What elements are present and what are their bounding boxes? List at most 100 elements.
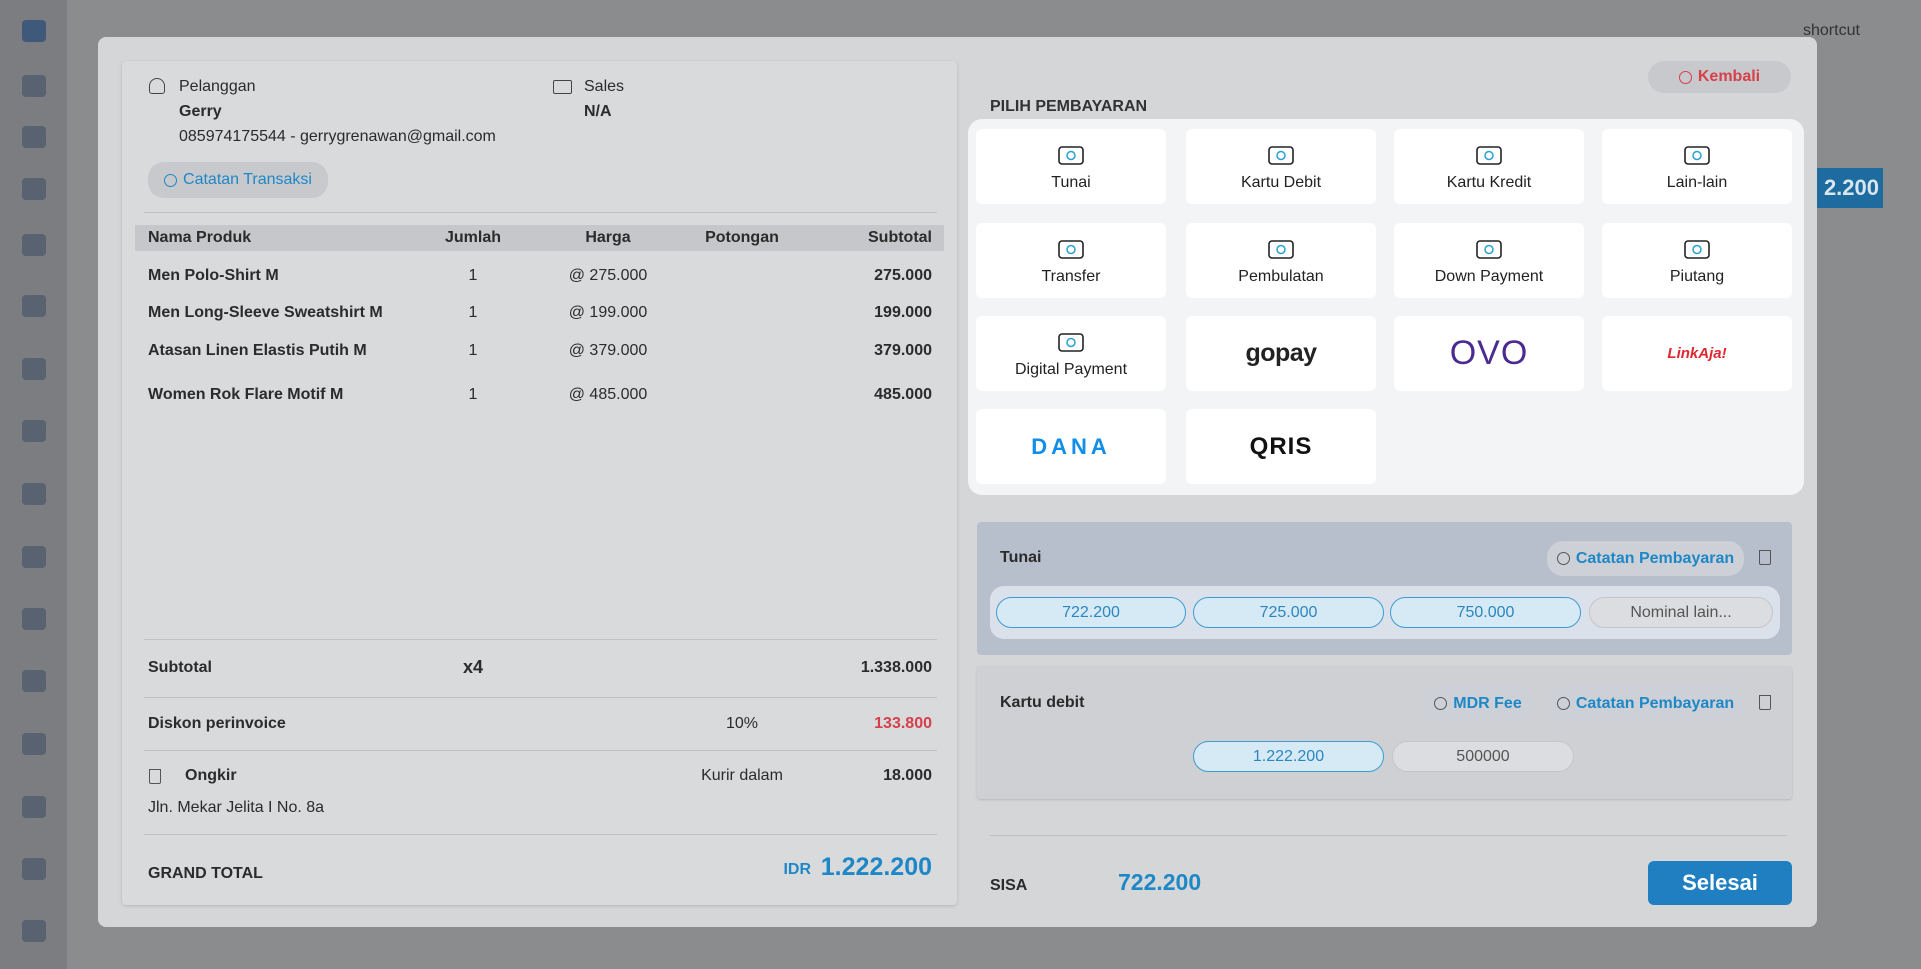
price: @ 379.000 [568, 342, 648, 359]
sidebar-icon[interactable] [22, 126, 46, 148]
sidebar-icon[interactable] [22, 358, 46, 380]
trash-icon[interactable] [1759, 695, 1771, 710]
sidebar-icon[interactable] [22, 608, 46, 630]
sales-name: N/A [584, 103, 612, 120]
method-icon [1058, 332, 1084, 352]
trash-icon[interactable] [149, 769, 161, 784]
back-button[interactable]: Kembali [1648, 61, 1791, 93]
payment-method-tile[interactable]: QRIS [1186, 409, 1376, 484]
payment-method-tile[interactable]: Kartu Debit [1186, 129, 1376, 204]
price: @ 199.000 [568, 304, 648, 321]
sidebar-icon[interactable] [22, 733, 46, 755]
payment-method-tile[interactable]: Pembulatan [1186, 223, 1376, 298]
method-label: Transfer [1041, 267, 1101, 285]
amount-input[interactable]: 1.222.200 [1193, 741, 1384, 772]
payment-method-tile[interactable]: gopay [1186, 316, 1376, 391]
sidebar-icon[interactable] [22, 858, 46, 880]
grand-total: 1.222.200 [820, 853, 932, 881]
payment-method-tile[interactable]: Tunai [976, 129, 1166, 204]
table-header [135, 225, 944, 251]
product-name: Atasan Linen Elastis Putih M [148, 342, 367, 359]
sidebar [0, 0, 67, 969]
shipping-value: 18.000 [883, 767, 932, 784]
column-header: Potongan [705, 229, 779, 246]
divider [144, 834, 937, 835]
sidebar-icon[interactable] [22, 796, 46, 818]
button-text: Catatan Transaksi [183, 171, 312, 188]
amount-input[interactable]: 500000 [1392, 741, 1574, 772]
sidebar-icon[interactable] [22, 234, 46, 256]
method-label: Kartu Kredit [1446, 173, 1532, 191]
payment-method-tile[interactable]: OVO [1394, 316, 1584, 391]
column-header: Nama Produk [148, 229, 252, 246]
method-icon [1476, 145, 1502, 165]
order-panel [122, 61, 957, 905]
divider [144, 750, 937, 751]
payment-method-tile[interactable]: LinkAja! [1602, 316, 1792, 391]
row-subtotal: 485.000 [874, 386, 932, 403]
method-label: Lain-lain [1666, 173, 1728, 191]
method-icon [1058, 145, 1084, 165]
discount-label: Diskon perinvoice [148, 715, 286, 732]
divider [990, 835, 1787, 836]
method-logo: QRIS [1249, 432, 1313, 460]
sidebar-icon[interactable] [22, 75, 46, 97]
sidebar-icon[interactable] [22, 178, 46, 200]
quantity: 1 [468, 304, 478, 321]
method-label: Digital Payment [1014, 360, 1128, 378]
amount-option[interactable]: 725.000 [1193, 597, 1384, 628]
payment-note-button[interactable]: Catatan Pembayaran [1547, 686, 1744, 721]
quantity: 1 [468, 386, 478, 403]
finish-button[interactable]: Selesai [1648, 861, 1792, 905]
briefcase-icon [553, 80, 572, 94]
payment-note-button[interactable]: Catatan Pembayaran [1547, 541, 1744, 576]
discount-rate: 10% [725, 715, 759, 732]
amount-option[interactable]: 750.000 [1390, 597, 1581, 628]
method-label: Kartu Debit [1240, 173, 1322, 191]
address: Jln. Mekar Jelita I No. 8a [148, 799, 325, 816]
method-logo: DANA [1031, 433, 1111, 459]
payment-method-tile[interactable]: Down Payment [1394, 223, 1584, 298]
item-count: x4 [462, 657, 484, 677]
sidebar-icon[interactable] [22, 670, 46, 692]
user-icon [149, 78, 165, 94]
button-text: Catatan Pembayaran [1575, 694, 1735, 712]
method-icon [1268, 145, 1294, 165]
amount-option[interactable]: Nominal lain... [1589, 597, 1773, 628]
row-subtotal: 379.000 [874, 342, 932, 359]
discount-value: 133.800 [874, 715, 932, 732]
column-header: Harga [585, 229, 631, 246]
sidebar-icon[interactable] [22, 920, 46, 942]
amount-option[interactable]: 722.200 [996, 597, 1186, 628]
method-label: Down Payment [1434, 267, 1544, 285]
sales-label: Sales [584, 78, 625, 95]
method-label: Tunai [1051, 173, 1091, 191]
sidebar-icon[interactable] [22, 483, 46, 505]
sidebar-icon[interactable] [22, 546, 46, 568]
method-logo: OVO [1449, 334, 1529, 372]
remaining-value: 722.200 [1118, 869, 1202, 895]
product-name: Men Long-Sleeve Sweatshirt M [148, 304, 383, 321]
payment-method-tile[interactable]: Lain-lain [1602, 129, 1792, 204]
method-icon [1684, 239, 1710, 259]
transaction-note-button[interactable]: Catatan Transaksi [148, 162, 328, 198]
sidebar-icon[interactable] [22, 20, 46, 42]
sidebar-icon[interactable] [22, 420, 46, 442]
method-icon [1058, 239, 1084, 259]
subtotal-label: Subtotal [148, 659, 212, 676]
divider [144, 697, 937, 698]
product-name: Men Polo-Shirt M [148, 267, 279, 284]
payment-method-tile[interactable]: DANA [976, 409, 1166, 484]
payment-method-tile[interactable]: Piutang [1602, 223, 1792, 298]
payment-method-tile[interactable]: Kartu Kredit [1394, 129, 1584, 204]
mdr-fee-button[interactable]: MDR Fee [1422, 686, 1534, 721]
trash-icon[interactable] [1759, 550, 1771, 565]
payment-method-tile[interactable]: Transfer [976, 223, 1166, 298]
courier: Kurir dalam [701, 767, 783, 784]
payment-method-tile[interactable]: Digital Payment [976, 316, 1166, 391]
customer-contact: 085974175544 - gerrygrenawan@gmail.com [179, 128, 496, 145]
button-text: Catatan Pembayaran [1575, 549, 1735, 567]
sidebar-icon[interactable] [22, 295, 46, 317]
product-name: Women Rok Flare Motif M [148, 386, 344, 403]
payment-title: PILIH PEMBAYARAN [990, 98, 1148, 115]
